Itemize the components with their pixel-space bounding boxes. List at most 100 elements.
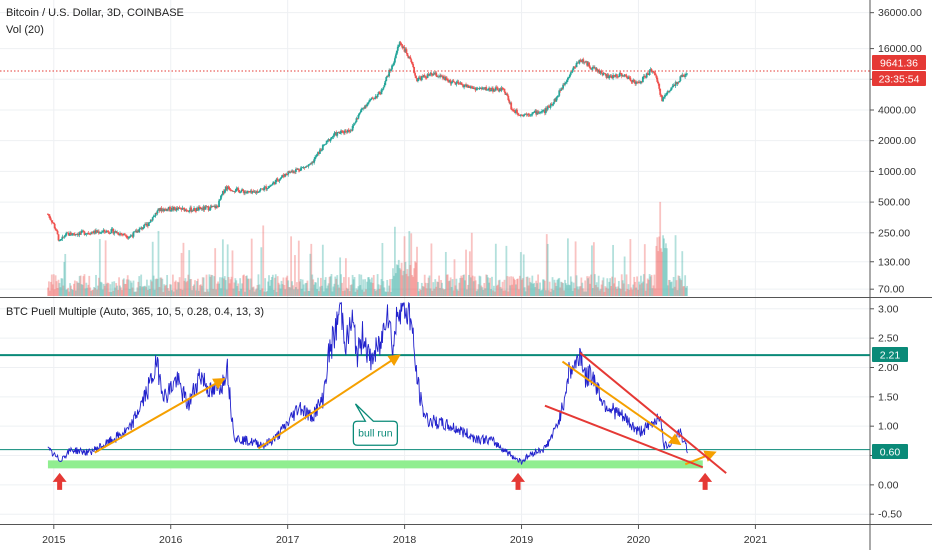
candle-body <box>150 219 153 221</box>
candle-body <box>550 104 553 105</box>
volume-bar <box>513 278 515 296</box>
candle-body <box>482 87 485 89</box>
volume-bar <box>118 277 120 296</box>
candle-body <box>319 149 321 154</box>
volume-bar <box>127 279 130 296</box>
last-price-label: 9641.36 <box>880 58 918 70</box>
volume-bar <box>518 275 521 296</box>
volume-bar <box>309 253 312 296</box>
volume-bar <box>398 268 401 296</box>
volume-bar <box>50 274 53 296</box>
candle-body <box>169 206 171 211</box>
volume-bar <box>494 243 497 296</box>
candle-body <box>559 90 562 92</box>
candle-body <box>609 75 612 77</box>
volume-bar <box>615 286 617 296</box>
volume-bar <box>541 289 543 296</box>
candle-body <box>465 84 467 87</box>
candle-body <box>604 73 607 75</box>
volume-bar <box>125 279 128 296</box>
candle-body <box>327 139 330 141</box>
volume-bar <box>517 278 519 296</box>
volume-bar <box>659 201 662 296</box>
volume-bar <box>233 282 236 296</box>
volume-bar <box>552 290 555 296</box>
candle-body <box>200 208 203 210</box>
candle-body <box>370 97 373 99</box>
candle-body <box>464 84 466 86</box>
candle-body <box>404 49 407 52</box>
candle-body <box>524 113 527 115</box>
volume-bar <box>471 275 474 296</box>
candle-body <box>640 81 642 84</box>
candle-body <box>656 77 659 82</box>
volume-bar <box>394 273 397 296</box>
candle-body <box>462 84 465 88</box>
volume-bar <box>410 233 413 296</box>
volume-bar <box>666 248 668 296</box>
candle-body <box>495 87 498 89</box>
volume-bar <box>181 289 184 296</box>
candle-body <box>611 76 614 79</box>
volume-bar <box>550 288 553 296</box>
volume-bar <box>75 281 78 296</box>
candle-body <box>487 89 490 91</box>
volume-bar <box>287 280 290 296</box>
volume-bar <box>449 277 452 296</box>
candle-body <box>132 231 135 237</box>
candle-body <box>421 76 424 77</box>
volume-bar <box>655 245 658 296</box>
volume-bar <box>124 284 127 296</box>
volume-bar <box>202 277 205 296</box>
candle-body <box>626 77 629 79</box>
candle-body <box>468 86 471 88</box>
candle-body <box>360 109 363 113</box>
candle-body <box>590 68 592 70</box>
volume-bar <box>104 240 107 296</box>
volume-bar <box>581 282 584 296</box>
volume-bar <box>392 268 394 296</box>
last-value-label: 0.60 <box>880 447 901 459</box>
hline-top-tag-bg <box>872 347 908 362</box>
volume-bar <box>445 274 448 296</box>
volume-bar <box>87 284 90 296</box>
candle-body <box>513 109 515 112</box>
candle-body <box>303 167 306 168</box>
volume-bar <box>120 287 122 296</box>
volume-bar <box>466 289 468 296</box>
bull-run-label: bull run <box>358 428 393 440</box>
candle-body <box>394 54 397 59</box>
candle-body <box>183 208 186 212</box>
volume-bar <box>151 241 154 296</box>
candle-body <box>193 208 195 212</box>
candle-body <box>238 190 241 193</box>
candle-body <box>480 88 483 89</box>
candle-body <box>589 66 591 69</box>
volume-bar <box>160 277 163 296</box>
candle-body <box>666 91 669 93</box>
candle-body <box>102 229 105 232</box>
candle-body <box>574 66 577 68</box>
volume-bar <box>101 289 104 296</box>
volume-bar <box>631 289 634 296</box>
candle-body <box>356 118 359 120</box>
candle-body <box>560 88 563 91</box>
candle-body <box>627 76 630 79</box>
candle-body <box>48 215 51 219</box>
volume-bar <box>489 277 491 296</box>
time-tick-label: 2017 <box>276 534 300 546</box>
candle-body <box>522 114 525 116</box>
volume-bar <box>189 279 192 296</box>
candle-body <box>189 207 192 212</box>
candle-body <box>643 76 646 77</box>
candle-body <box>97 231 99 233</box>
volume-bar <box>298 281 301 296</box>
candle-body <box>251 191 254 193</box>
candle-body <box>267 187 269 189</box>
volume-bar <box>608 281 611 296</box>
candle-body <box>379 93 382 95</box>
candle-body <box>120 233 122 235</box>
candle-body <box>365 105 367 107</box>
